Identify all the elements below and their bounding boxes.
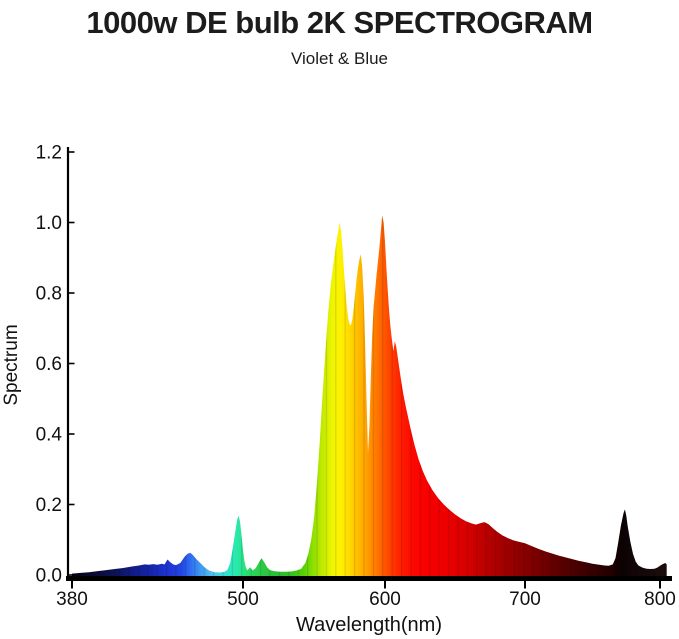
y-axis-title: Spectrum xyxy=(1,324,22,405)
x-tick-label: 600 xyxy=(369,589,401,610)
y-tick-label: 1.0 xyxy=(36,213,62,234)
y-tick-label: 0.8 xyxy=(36,284,62,305)
y-tick-label: 0.2 xyxy=(36,495,62,516)
x-tick-label: 380 xyxy=(56,589,88,610)
x-tick-label: 700 xyxy=(509,589,541,610)
chart-subtitle: Violet & Blue xyxy=(290,49,389,68)
spectrum-area xyxy=(72,215,667,577)
spectrum-bin-lines xyxy=(72,215,667,577)
chart-title: 1000w DE bulb 2K SPECTROGRAM xyxy=(86,5,593,40)
x-tick-label: 800 xyxy=(644,589,676,610)
axis-tick-labels: 380 500 600 700 800 0.0 0.2 0.4 0.6 0.8 1.0 1.2 xyxy=(36,143,676,611)
axis-ticks xyxy=(68,151,661,589)
y-tick-label: 1.2 xyxy=(36,143,62,164)
x-tick-label: 500 xyxy=(227,589,259,610)
y-tick-label: 0.4 xyxy=(36,425,63,446)
y-tick-label: 0.0 xyxy=(36,566,62,587)
x-axis-title: Wavelength(nm) xyxy=(296,614,442,636)
y-tick-label: 0.6 xyxy=(36,354,62,375)
